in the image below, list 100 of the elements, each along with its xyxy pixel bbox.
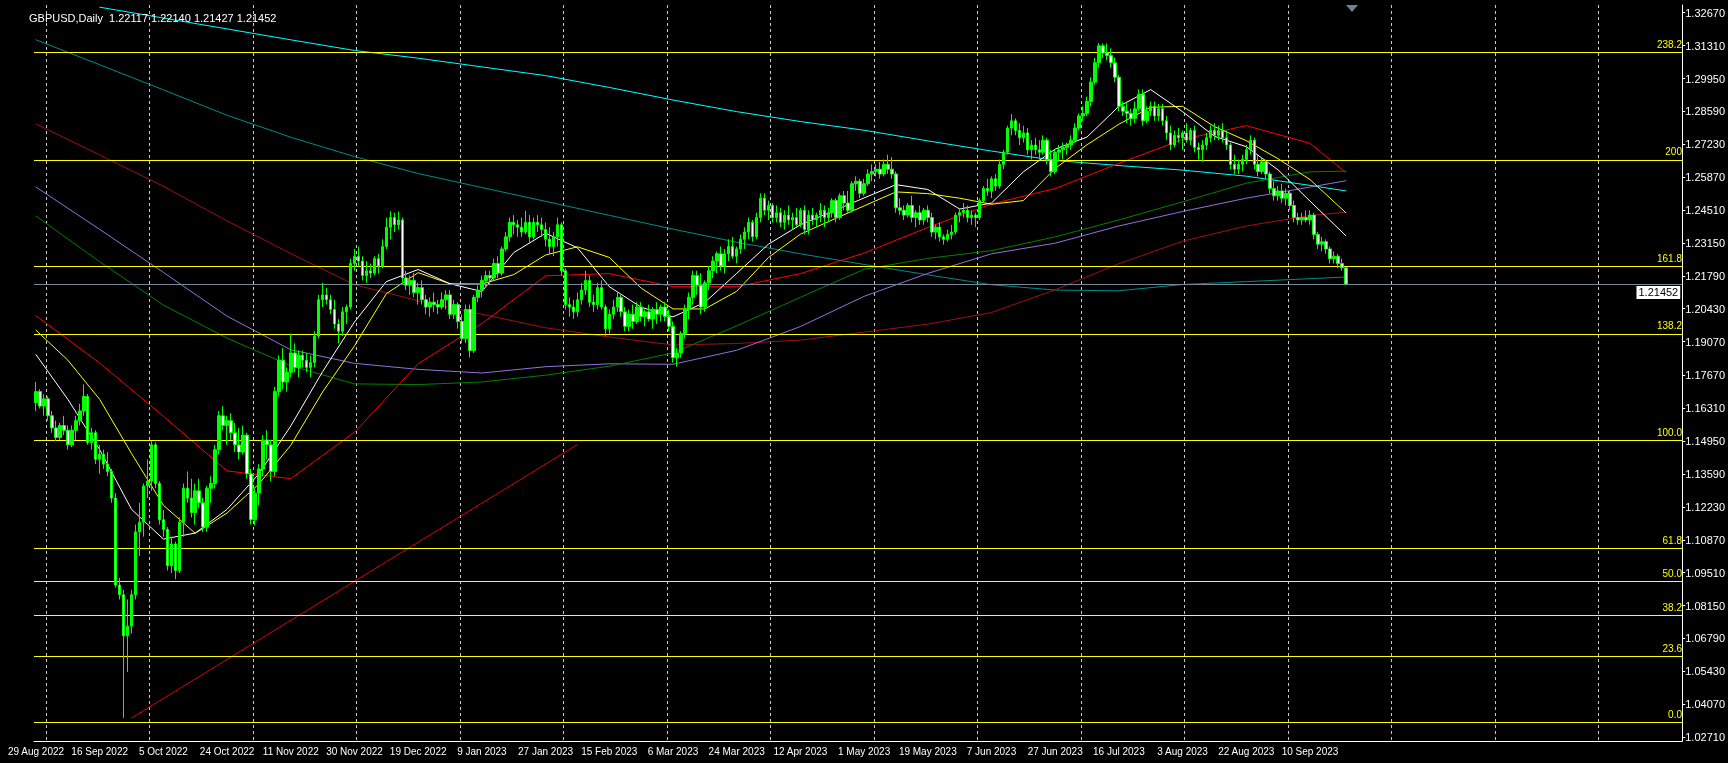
- candlestick: [834, 197, 838, 223]
- annotation: 238.2: [1656, 38, 1683, 50]
- x-tick-label: 29 Aug 2022: [7, 745, 65, 757]
- candlestick: [823, 204, 826, 228]
- candlestick: [946, 229, 949, 243]
- candlestick: [858, 178, 862, 199]
- x-tick-label: 16 Jul 2023: [1093, 745, 1146, 757]
- x-tick-label: 16 Sep 2022: [71, 745, 129, 757]
- y-tick-label: 1.08150: [1685, 599, 1725, 612]
- y-tick-label: 1.17670: [1685, 369, 1725, 382]
- candlestick: [966, 204, 969, 223]
- candlestick: [1153, 100, 1156, 122]
- candlestick: [1026, 127, 1029, 156]
- candlestick: [588, 275, 591, 308]
- candlestick: [1217, 125, 1220, 141]
- candlestick: [1173, 129, 1176, 148]
- candlestick: [850, 180, 854, 214]
- candlestick: [34, 381, 38, 412]
- candlestick: [719, 246, 723, 272]
- y-tick-label: 1.27230: [1685, 138, 1725, 151]
- candlestick: [1284, 188, 1288, 206]
- annotation: 50.0: [1662, 567, 1683, 579]
- y-tick-label: 1.32670: [1685, 6, 1725, 19]
- x-tick-label: 19 May 2023: [898, 745, 958, 757]
- candlestick: [1157, 103, 1160, 122]
- candlestick: [639, 301, 643, 322]
- y-tick-label: 1.23150: [1685, 236, 1725, 249]
- y-tick-label: 1.13590: [1685, 468, 1725, 481]
- y-tick-label: 1.10870: [1685, 533, 1725, 546]
- y-tick-label: 1.05430: [1685, 665, 1725, 678]
- candlestick: [1336, 253, 1340, 269]
- y-tick-label: 1.06790: [1685, 632, 1725, 645]
- y-tick-label: 1.12230: [1685, 500, 1725, 513]
- x-tick-label: 11 Nov 2022: [262, 745, 320, 757]
- candlestick: [596, 282, 599, 310]
- candlestick: [918, 204, 922, 226]
- x-tick-label: 10 Sep 2023: [1281, 745, 1339, 757]
- candlestick: [874, 163, 878, 177]
- candlestick: [803, 204, 806, 235]
- candlestick: [882, 159, 886, 177]
- x-tick-label: 5 Oct 2022: [138, 745, 189, 757]
- x-tick-label: 27 Jun 2023: [1027, 745, 1084, 757]
- candlestick: [432, 291, 436, 313]
- annotation: 100.0: [1656, 427, 1683, 439]
- y-tick-label: 1.16310: [1685, 402, 1725, 415]
- candlestick: [938, 221, 941, 243]
- candlestick: [448, 289, 452, 320]
- candlestick: [1053, 149, 1057, 175]
- candlestick: [631, 304, 635, 330]
- candlestick: [548, 226, 551, 255]
- line-series: [35, 123, 1347, 346]
- candlestick: [775, 204, 778, 223]
- x-tick-label: 22 Aug 2023: [1218, 745, 1275, 757]
- line-series: [35, 39, 1347, 292]
- candlestick: [1061, 142, 1065, 160]
- candlestick: [962, 202, 965, 219]
- candlestick: [42, 393, 46, 417]
- x-tick-label: 3 Aug 2023: [1157, 745, 1209, 757]
- candlestick: [1125, 100, 1129, 124]
- candlestick: [428, 296, 432, 318]
- x-tick-label: 15 Feb 2023: [581, 745, 638, 757]
- candlestick: [635, 301, 639, 325]
- candlestick: [771, 202, 774, 223]
- x-tick-label: 9 Jan 2023: [457, 745, 508, 757]
- x-tick-label: 27 Jan 2023: [518, 745, 574, 757]
- candlestick: [699, 272, 703, 315]
- candlestick: [830, 197, 834, 219]
- candlestick: [807, 209, 810, 235]
- y-tick-label: 1.02710: [1685, 731, 1725, 744]
- candlestick: [480, 275, 484, 298]
- candlestick: [819, 202, 822, 223]
- candlestick: [1260, 156, 1264, 175]
- candlestick: [990, 175, 993, 199]
- candlestick: [910, 195, 914, 223]
- candlestick: [970, 209, 973, 226]
- candlestick: [305, 352, 308, 373]
- candlestick: [787, 204, 790, 226]
- candlestick: [870, 163, 874, 182]
- candlestick: [1038, 139, 1041, 160]
- candlestick: [532, 217, 535, 240]
- candlestick: [1237, 159, 1240, 175]
- y-tick-label: 1.20430: [1685, 302, 1725, 315]
- candlestick: [1332, 250, 1336, 264]
- x-tick-label: 19 Dec 2022: [389, 745, 447, 757]
- candlestick: [237, 427, 241, 460]
- candlestick: [440, 291, 444, 310]
- y-tick-label: 1.29950: [1685, 72, 1725, 85]
- x-tick-label: 7 Jun 2023: [966, 745, 1017, 757]
- candlestick: [365, 260, 368, 284]
- y-tick-label: 1.14950: [1685, 435, 1725, 448]
- annotation: 161.8: [1656, 253, 1683, 265]
- x-tick-label: 12 Apr 2023: [773, 745, 828, 757]
- x-tick-label: 6 Mar 2023: [647, 745, 699, 757]
- y-tick-label: 1.09510: [1685, 566, 1725, 579]
- x-tick-label: 30 Nov 2022: [326, 745, 384, 757]
- x-tick-label: 24 Oct 2022: [199, 745, 255, 757]
- candlestick: [838, 192, 842, 221]
- candlestick: [1280, 183, 1284, 204]
- x-tick-label: 24 Mar 2023: [708, 745, 766, 757]
- candlestick: [1304, 209, 1308, 223]
